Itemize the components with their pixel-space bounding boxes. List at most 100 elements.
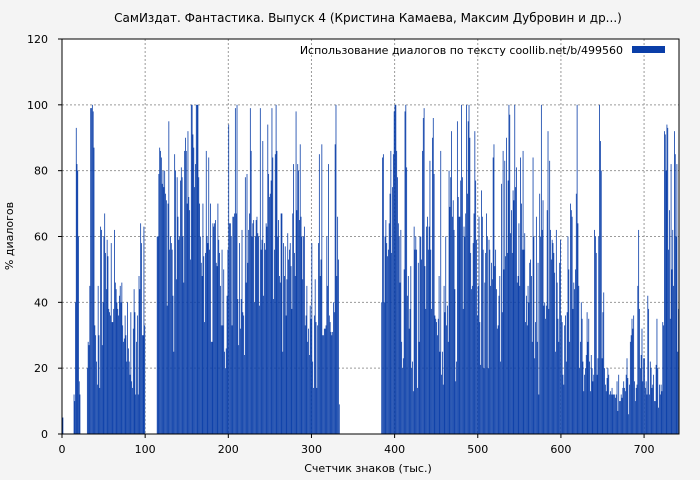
bar [161, 183, 163, 434]
bar [617, 410, 619, 434]
bar [435, 318, 437, 434]
bar [406, 167, 408, 435]
bar [326, 236, 328, 434]
bar [234, 213, 235, 434]
bar [530, 259, 531, 434]
bar [332, 331, 334, 434]
bar [444, 312, 446, 434]
bar [219, 252, 220, 434]
bar [398, 236, 400, 434]
bar [210, 203, 211, 434]
bar [670, 164, 672, 434]
bar [136, 341, 137, 434]
bar [243, 315, 245, 434]
bar [520, 157, 521, 434]
bar [165, 193, 166, 434]
bar [177, 216, 179, 434]
bar [529, 262, 531, 434]
bar [614, 397, 616, 434]
bar [658, 407, 660, 434]
bar [176, 177, 178, 434]
bar [113, 308, 115, 434]
bar [611, 387, 613, 434]
bar [412, 391, 414, 434]
bar [210, 341, 212, 434]
bar [249, 213, 250, 434]
bar [144, 325, 146, 435]
bar [229, 223, 231, 434]
bar [452, 200, 454, 434]
bar [394, 104, 396, 434]
bar [130, 312, 132, 434]
bar [168, 121, 170, 434]
bar [500, 361, 502, 434]
bar [287, 233, 289, 434]
bar [587, 341, 589, 434]
bar [330, 331, 332, 434]
bar [402, 368, 403, 434]
bar [431, 308, 432, 434]
bar [317, 325, 319, 435]
bar [205, 150, 207, 435]
bar [482, 249, 484, 434]
bar [639, 308, 640, 434]
bar [74, 401, 76, 434]
bar [224, 351, 225, 434]
bar [114, 229, 115, 434]
bar [634, 401, 636, 434]
bar [623, 381, 625, 434]
bar [493, 144, 495, 434]
bar [509, 114, 511, 435]
bar [303, 226, 305, 435]
bar [217, 203, 219, 434]
bar [506, 252, 508, 434]
bar [300, 216, 302, 434]
bar [504, 160, 506, 435]
bar [501, 312, 503, 434]
x-tick-label: 400 [384, 443, 405, 456]
bar [612, 394, 614, 434]
bar [533, 236, 535, 434]
bar [677, 351, 679, 434]
bar [291, 308, 293, 434]
bar [129, 374, 131, 434]
bar [132, 387, 133, 434]
bar [190, 104, 192, 434]
bar [254, 236, 256, 434]
bar [294, 252, 295, 434]
bar [604, 384, 606, 435]
bar [241, 229, 243, 434]
bar [222, 325, 224, 435]
bar [242, 312, 244, 434]
bar [668, 249, 669, 434]
bar [236, 104, 238, 434]
bar [143, 226, 145, 435]
bar [131, 381, 133, 434]
bar [336, 276, 338, 434]
bar [110, 243, 112, 434]
bar [432, 137, 433, 434]
bar [391, 252, 393, 434]
bar [649, 361, 651, 434]
bar [515, 187, 516, 435]
bar [320, 259, 322, 434]
bar [530, 276, 532, 434]
bar [574, 289, 576, 434]
bar [215, 220, 216, 434]
bar [246, 173, 248, 434]
bar [381, 302, 383, 434]
bar [651, 387, 653, 434]
bar [546, 210, 548, 434]
bar [289, 249, 290, 434]
bar [545, 305, 547, 435]
bar [503, 269, 505, 434]
bar [480, 364, 482, 435]
bar [451, 216, 453, 434]
bar [280, 213, 282, 434]
bar [118, 315, 119, 434]
bar [513, 200, 515, 434]
bar [115, 289, 117, 434]
bar [199, 203, 200, 434]
bar [483, 368, 485, 434]
bar [603, 292, 605, 434]
